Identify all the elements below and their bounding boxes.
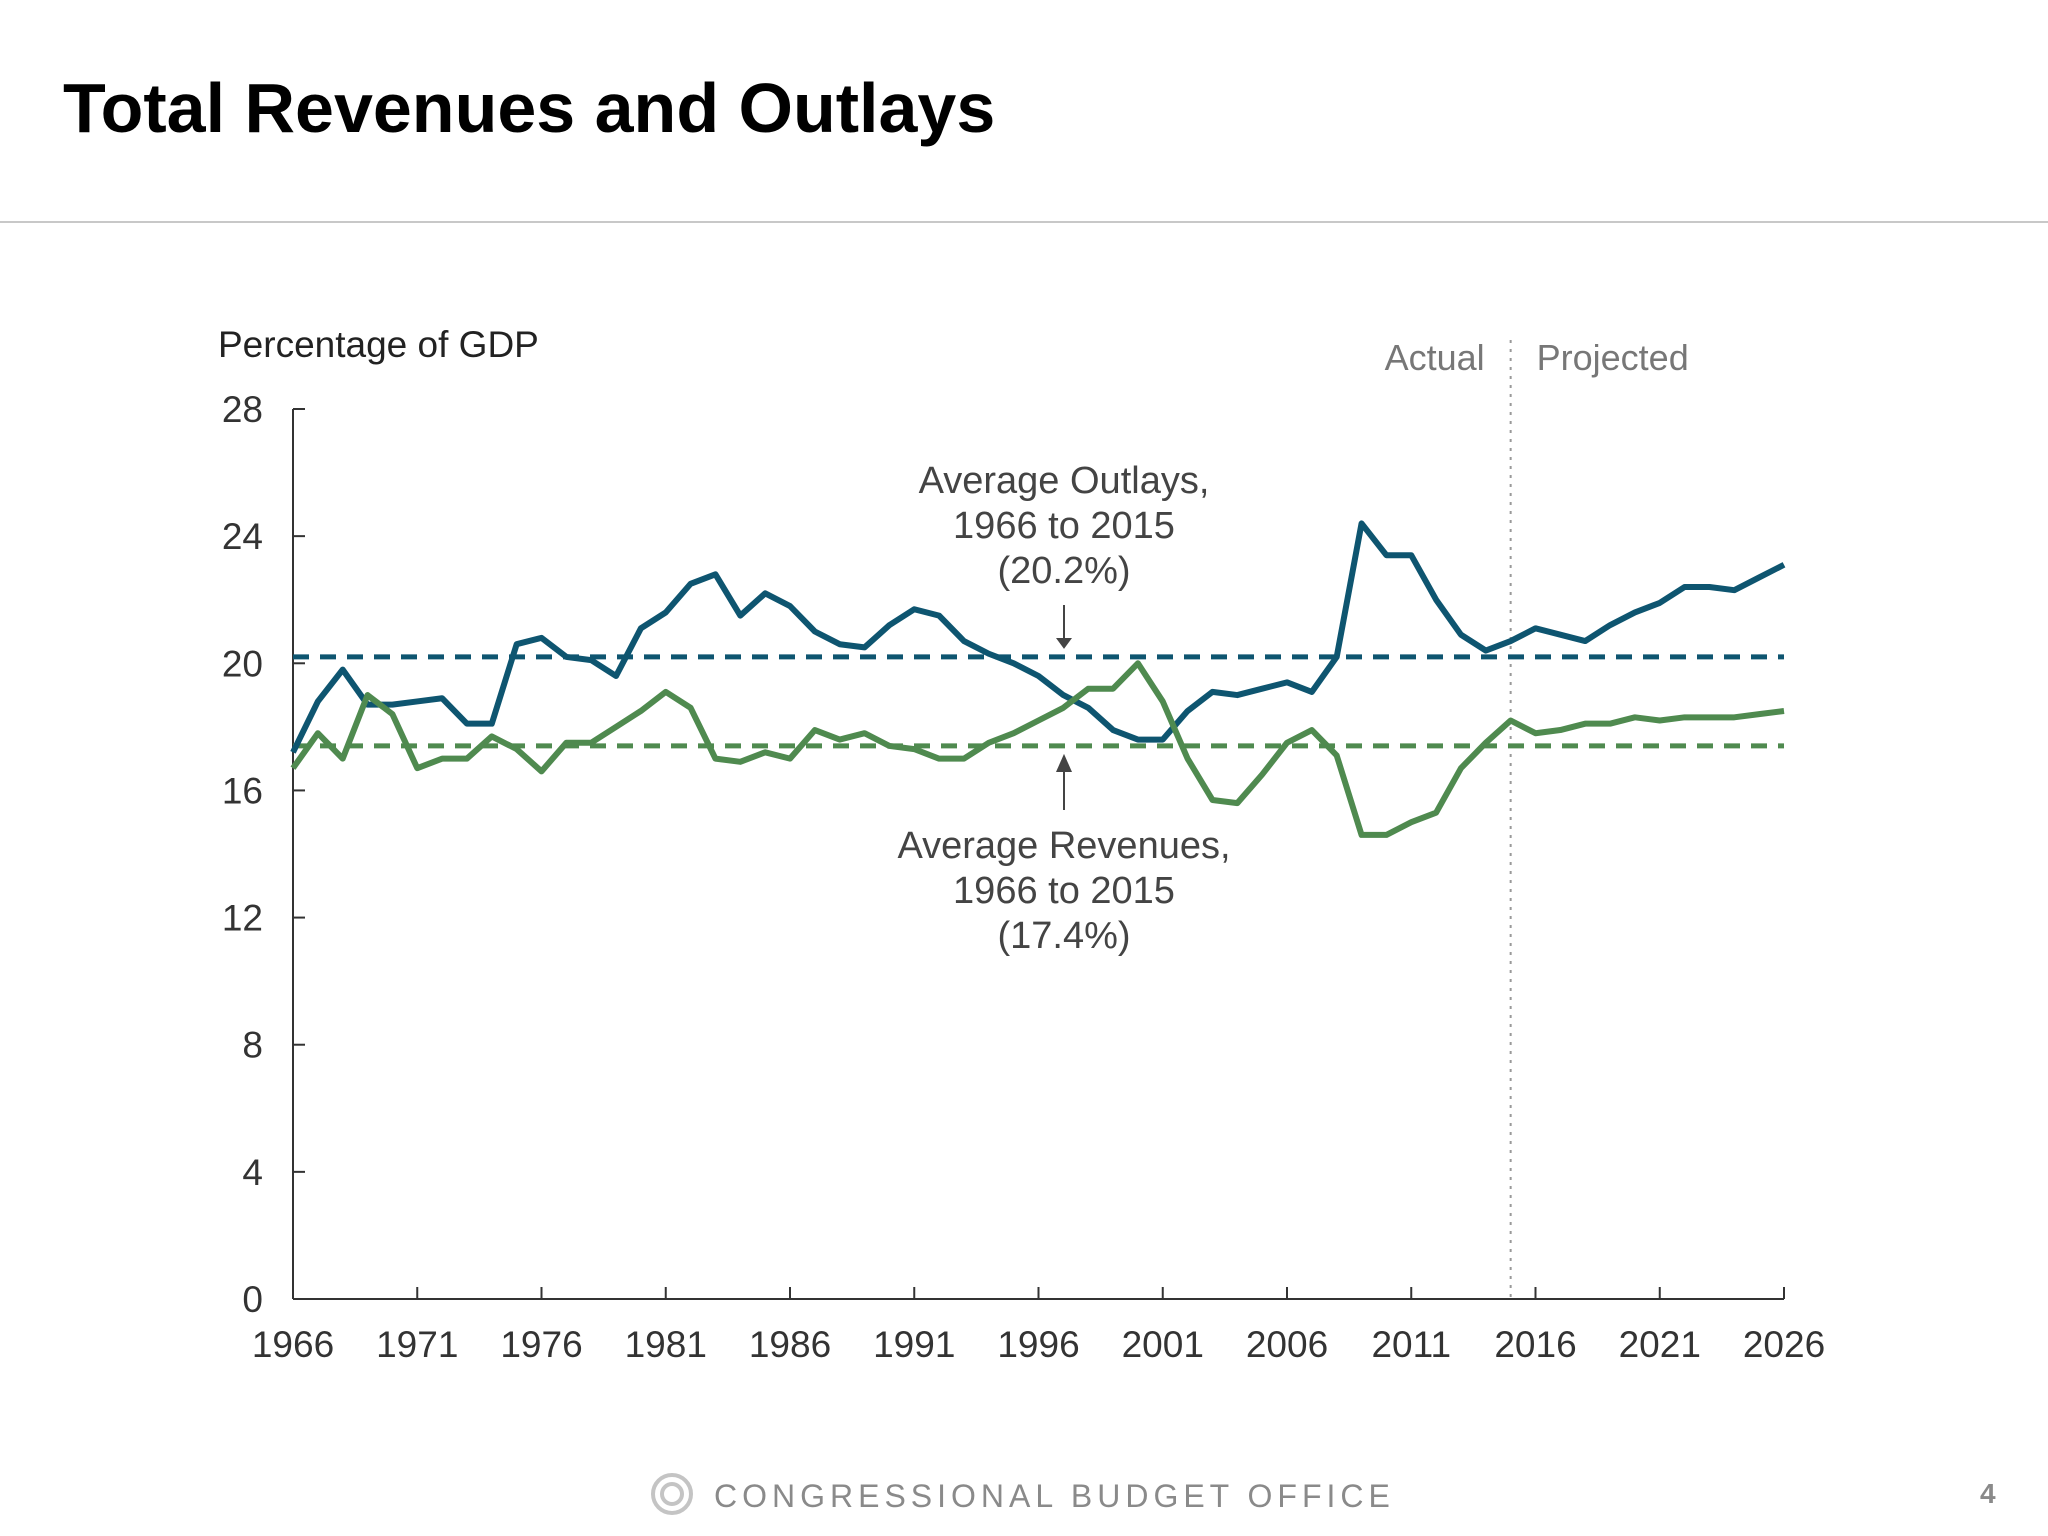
y-tick-label: 28 (222, 389, 263, 430)
labels: Percentage of GDP Actual Projected Average … (218, 324, 1689, 957)
y-tick-label: 4 (242, 1152, 263, 1193)
x-tick-label: 1981 (625, 1324, 707, 1365)
x-tick-label: 1986 (749, 1324, 831, 1365)
y-tick-label: 8 (242, 1025, 263, 1066)
x-tick-label: 1976 (500, 1324, 582, 1365)
x-tick-label: 2001 (1122, 1324, 1204, 1365)
y-axis-title: Percentage of GDP (218, 324, 539, 365)
actual-label: Actual (1385, 337, 1485, 378)
arrow-down-icon (1056, 638, 1072, 649)
x-tick-label: 2021 (1619, 1324, 1701, 1365)
x-tick-label: 2006 (1246, 1324, 1328, 1365)
axes: 0 4 8 12 16 20 24 28 1966 1971 1976 1981 1986 1991 199… (222, 389, 1825, 1365)
divider (0, 221, 2048, 223)
average-revenues-annotation: (17.4%) (997, 915, 1130, 957)
x-tick-label: 2016 (1494, 1324, 1576, 1365)
x-tick-label: 1991 (873, 1324, 955, 1365)
marks (290, 340, 1786, 1299)
y-tick-label: 12 (222, 898, 263, 939)
projected-label: Projected (1537, 337, 1689, 378)
average-outlays-annotation: (20.2%) (997, 550, 1130, 592)
y-tick-label: 16 (222, 770, 263, 811)
average-outlays-annotation: Average Outlays, (919, 460, 1210, 502)
cbo-logo-icon (651, 1473, 693, 1515)
arrow-up-icon (1056, 753, 1072, 772)
average-revenues-annotation: 1966 to 2015 (953, 870, 1175, 912)
page-number: 4 (1980, 1478, 1996, 1509)
average-outlays-annotation: 1966 to 2015 (953, 505, 1175, 547)
page-title: Total Revenues and Outlays (63, 69, 996, 147)
y-tick-label: 0 (242, 1279, 263, 1320)
y-tick-label: 20 (222, 643, 263, 684)
x-tick-label: 2026 (1743, 1324, 1825, 1365)
revenues-line (290, 660, 1785, 838)
y-tick-label: 24 (222, 516, 263, 557)
footer-org-name: CONGRESSIONAL BUDGET OFFICE (714, 1478, 1395, 1514)
x-tick-label: 1966 (252, 1324, 334, 1365)
average-revenues-annotation: Average Revenues, (897, 825, 1230, 867)
outlays-line (290, 520, 1786, 754)
x-tick-label: 1971 (376, 1324, 458, 1365)
x-tick-label: 1996 (997, 1324, 1079, 1365)
x-tick-label: 2011 (1371, 1324, 1451, 1365)
